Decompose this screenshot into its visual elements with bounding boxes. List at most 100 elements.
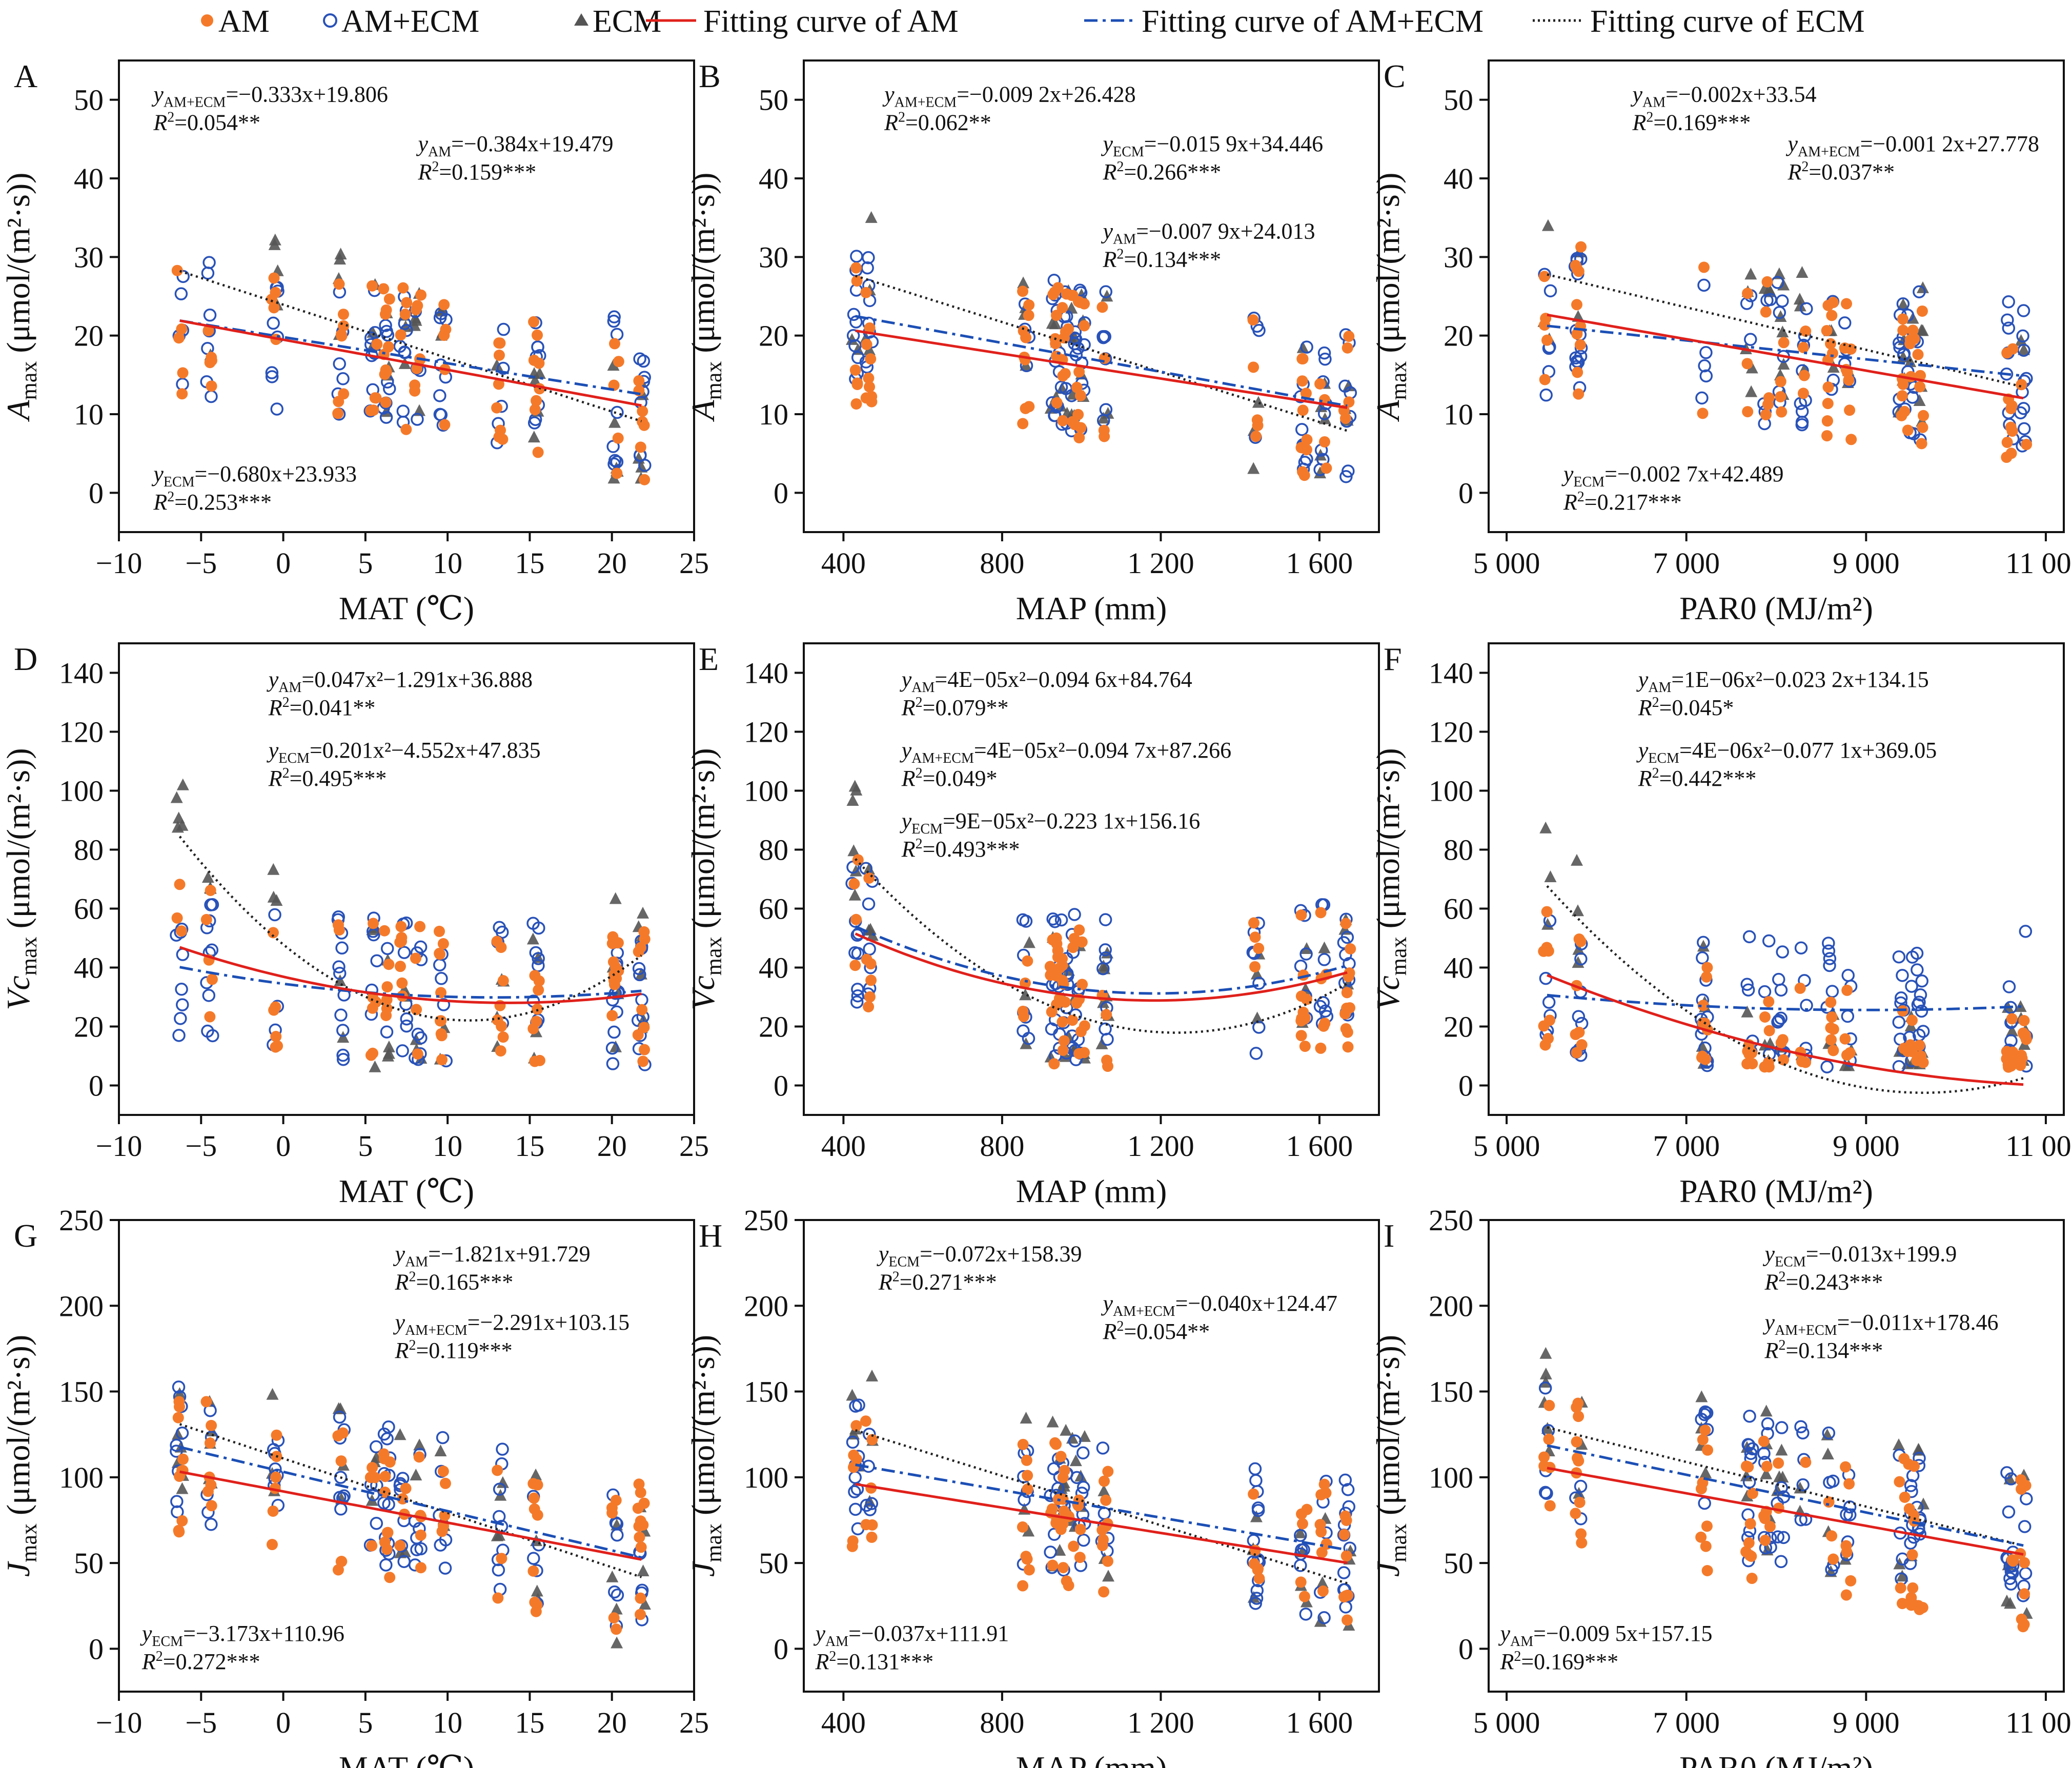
point-am — [638, 1022, 650, 1033]
point-am — [1570, 1508, 1581, 1519]
point-amecm — [1907, 1530, 1921, 1544]
equation-line: yAM=−1.821x+91.729 — [393, 1242, 591, 1270]
point-amecm — [611, 405, 624, 419]
point-ecm — [637, 1564, 649, 1576]
point-am — [1896, 410, 1907, 421]
point-am — [332, 919, 344, 931]
point-am — [270, 1471, 282, 1483]
point-amecm — [175, 1426, 189, 1440]
point-amecm — [531, 340, 544, 354]
y-tick-label: 80 — [1444, 834, 1473, 867]
point-am — [1743, 1537, 1755, 1549]
point-am — [1742, 406, 1754, 418]
eq-series: AM — [1510, 1634, 1533, 1650]
point-ecm — [410, 314, 422, 326]
point-amecm — [1823, 959, 1836, 972]
point-am — [606, 1502, 618, 1514]
point-am — [638, 1497, 650, 1509]
point-amecm — [1076, 1446, 1090, 1460]
point-amecm — [1017, 1024, 1030, 1038]
point-am — [366, 1540, 378, 1552]
point-amecm — [414, 940, 428, 954]
point-am — [864, 381, 876, 393]
equation-line: yAM=−0.009 5x+157.15 — [1498, 1621, 1712, 1650]
x-tick-label: −5 — [185, 546, 217, 580]
y-tick-label: 100 — [59, 1461, 104, 1494]
point-am — [1050, 999, 1062, 1010]
x-tick-label: 800 — [980, 1129, 1024, 1163]
point-amecm — [1796, 1426, 1810, 1440]
point-am — [434, 948, 446, 960]
point-amecm — [608, 454, 622, 468]
point-am — [1697, 408, 1709, 419]
point-amecm — [2017, 422, 2031, 436]
eq-y: y — [900, 738, 912, 763]
eq-series: AM+ECM — [405, 1323, 468, 1338]
point-am — [1253, 1573, 1265, 1584]
eq-y: y — [1636, 738, 1649, 763]
point-ecm — [269, 233, 281, 246]
eq-value: =4E−06x²−0.077 1x+369.05 — [1679, 738, 1937, 763]
eq-series: AM — [428, 144, 451, 160]
point-am — [1840, 1461, 1852, 1473]
y-title-main: A — [1370, 399, 1406, 422]
point-amecm — [203, 308, 217, 322]
r2-symbol: R — [1787, 159, 1801, 185]
point-am — [1761, 276, 1773, 288]
r2-value: =0.079** — [923, 695, 1009, 720]
y-tick-label: 20 — [759, 319, 788, 353]
eq-series: ECM — [278, 750, 310, 766]
point-am — [1063, 1579, 1074, 1591]
x-tick-label: 0 — [276, 1706, 291, 1739]
point-am — [1918, 410, 1929, 421]
point-amecm — [2002, 1505, 2016, 1519]
point-am — [1697, 1434, 1709, 1446]
point-am — [1057, 302, 1068, 314]
point-am — [200, 913, 212, 925]
r2-line: R2=0.266*** — [1102, 159, 1221, 185]
y-title-unit: (μmol/(m²·s)) — [1370, 173, 1406, 361]
point-amecm — [433, 958, 446, 972]
eq-y: y — [877, 1242, 889, 1267]
point-amecm — [1905, 980, 1918, 993]
point-am — [1021, 1454, 1032, 1466]
point-ecm — [1097, 996, 1110, 1008]
point-am — [176, 925, 188, 937]
point-am — [1574, 1496, 1586, 1508]
point-am — [866, 1434, 878, 1446]
point-am — [1055, 1451, 1067, 1462]
equation-line: yECM=−3.173x+110.96 — [140, 1621, 344, 1650]
point-am — [1342, 1614, 1353, 1626]
point-am — [1822, 381, 1834, 393]
point-am — [1822, 398, 1834, 410]
point-am — [204, 1437, 216, 1449]
point-amecm — [2016, 329, 2029, 343]
point-am — [2001, 1046, 2013, 1058]
y-title-sub: max — [16, 937, 42, 976]
point-amecm — [1771, 1015, 1784, 1029]
point-am — [379, 925, 391, 937]
point-amecm — [851, 983, 864, 996]
x-tick-label: 5 — [358, 546, 373, 580]
point-amecm — [1820, 1060, 1834, 1073]
r2-symbol: R — [884, 110, 898, 135]
point-am — [532, 329, 543, 341]
point-am — [1741, 358, 1753, 370]
point-amecm — [1317, 1611, 1331, 1624]
point-ecm — [1741, 1005, 1754, 1018]
point-am — [1746, 1058, 1758, 1070]
point-ecm — [2018, 343, 2030, 355]
point-amecm — [496, 1442, 509, 1456]
equation-line: yAM+ECM=4E−05x²−0.094 7x+87.266 — [900, 738, 1231, 766]
r2-value: =0.266*** — [1124, 159, 1221, 185]
point-amecm — [370, 954, 383, 968]
point-am — [1575, 936, 1587, 947]
equation-line: yECM=0.201x²−4.552x+47.835 — [267, 738, 541, 766]
point-am — [1099, 431, 1110, 442]
point-am — [2001, 436, 2013, 448]
point-am — [533, 357, 545, 369]
point-am — [1315, 1526, 1327, 1538]
